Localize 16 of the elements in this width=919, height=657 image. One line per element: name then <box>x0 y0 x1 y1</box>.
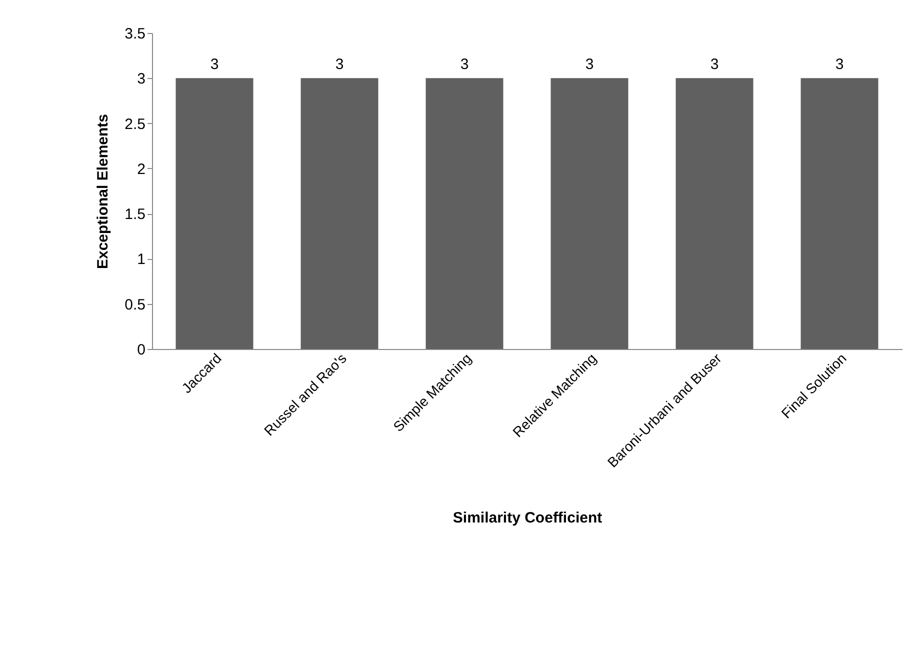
data-label: 3 <box>585 56 594 74</box>
data-label: 3 <box>210 56 219 74</box>
data-label: 3 <box>710 56 719 74</box>
y-tick-label: 1 <box>137 251 146 268</box>
y-tick-label: 1.5 <box>124 206 146 224</box>
y-tick-label: 3 <box>137 70 146 88</box>
y-tick-label: 3.5 <box>124 26 146 42</box>
data-label: 3 <box>335 56 344 74</box>
x-axis-title: Similarity Coefficient <box>452 509 602 526</box>
y-axis-title: Exceptional Elements <box>94 114 112 270</box>
y-tick-label: 0 <box>137 342 146 358</box>
y-tick-label: 0.5 <box>124 296 146 314</box>
y-tick-label: 2 <box>137 160 146 178</box>
y-tick-label: 2.5 <box>124 116 146 133</box>
data-label: 3 <box>460 56 469 74</box>
data-label: 3 <box>835 56 844 74</box>
